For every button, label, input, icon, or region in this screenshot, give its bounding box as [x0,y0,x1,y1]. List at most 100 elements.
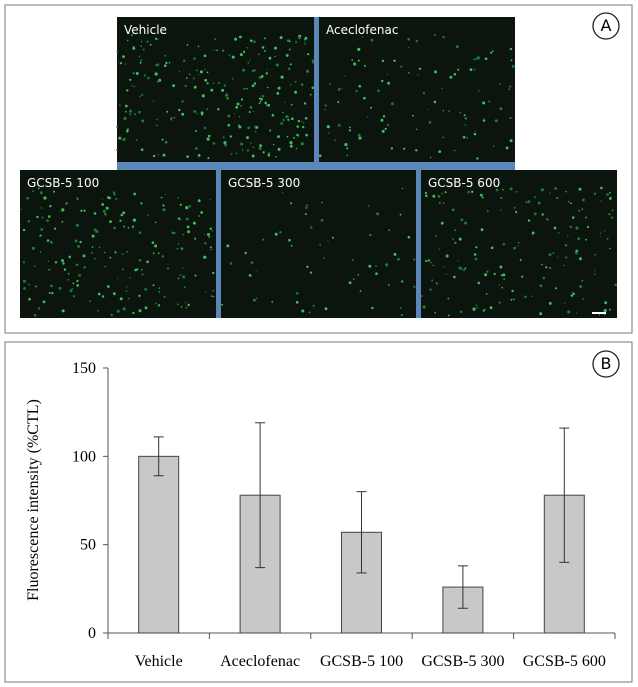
cell-dot [106,285,110,288]
cell-dot [344,75,346,77]
cell-dot [196,112,198,115]
separator [216,168,221,318]
cell-dot [300,83,304,86]
cell-dot [600,232,602,234]
cell-dot [381,59,385,63]
cell-dot [223,84,226,87]
cell-dot [101,198,103,200]
cell-dot [288,238,291,242]
cell-dot [204,242,207,245]
cell-dot [594,273,596,276]
cell-dot [483,117,485,119]
cell-dot [380,118,384,122]
cell-dot [231,55,235,59]
cell-dot [152,100,155,102]
cell-dot [122,55,125,58]
cell-dot [138,110,141,114]
cell-dot [230,153,233,155]
cell-dot [240,142,244,146]
cell-dot [334,139,336,142]
cell-dot [179,203,182,206]
cell-dot [324,307,328,311]
cell-dot [285,115,289,119]
cell-dot [449,75,453,79]
cell-dot [203,255,207,259]
cell-dot [222,136,225,139]
cell-dot [500,196,503,199]
cell-dot [258,53,260,55]
cell-dot [609,197,612,200]
cell-dot [138,259,142,262]
cell-dot [555,287,558,290]
cell-dot [295,40,298,43]
cell-dot [46,219,49,222]
cell-dot [445,273,448,276]
cell-dot [304,36,308,40]
cell-dot [352,278,355,281]
cell-dot [478,90,480,92]
cell-dot [128,297,130,300]
cell-dot [479,193,483,197]
cell-dot [162,208,166,212]
cell-dot [180,247,184,251]
y-tick-label: 0 [88,625,96,642]
cell-dot [195,69,198,72]
cell-dot [567,235,569,238]
cell-dot [593,192,597,195]
cell-dot [139,59,142,62]
cell-dot [382,115,386,118]
cell-dot [250,142,252,144]
cell-dot [565,191,567,193]
cell-dot [271,114,275,117]
cell-dot [447,314,450,317]
cell-dot [206,71,209,74]
cell-dot [369,233,372,237]
cell-dot [209,227,212,230]
cell-dot [524,295,527,299]
cell-dot [177,303,179,306]
cell-dot [20,208,22,211]
cell-dot [510,298,513,301]
cell-dot [357,47,361,52]
cell-dot [606,193,609,196]
cell-dot [277,147,281,151]
cell-dot [459,310,463,314]
cell-dot [61,309,65,313]
cell-dot [554,187,557,190]
cell-dot [527,200,531,204]
cell-dot [200,111,204,115]
cell-dot [203,54,207,58]
cell-dot [432,264,434,266]
cell-dot [531,231,535,235]
cell-dot [77,198,79,200]
cell-dot [565,256,568,259]
cell-dot [501,286,503,289]
cell-dot [71,287,74,290]
cell-dot [282,118,285,122]
cell-dot [550,302,553,304]
cell-dot [132,72,135,75]
cell-dot [204,78,208,82]
cell-dot [186,155,189,158]
cell-dot [209,198,211,201]
cell-dot [599,236,602,238]
cell-dot [173,117,175,119]
cell-dot [125,110,127,113]
cell-dot [574,251,578,255]
cell-dot [432,194,436,198]
cell-dot [144,288,148,291]
cell-dot [185,301,187,304]
cell-dot [258,147,262,150]
cell-dot [126,129,129,133]
cell-dot [155,302,157,305]
cell-dot [577,237,581,241]
cell-dot [126,89,129,92]
cell-dot [327,240,329,242]
cell-dot [541,213,544,216]
cell-dot [161,255,164,258]
cell-dot [321,201,323,204]
cell-dot [210,248,213,251]
cell-dot [539,284,543,288]
cell-dot [251,154,255,158]
cell-dot [513,246,516,250]
